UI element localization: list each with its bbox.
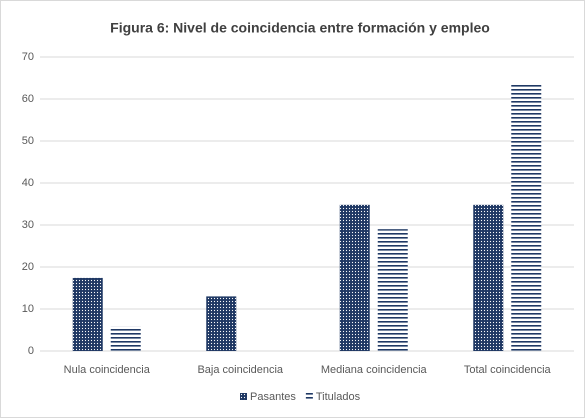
legend-label: Pasantes <box>250 391 296 403</box>
y-tick-label: 50 <box>22 135 34 147</box>
y-tick-label: 20 <box>22 261 34 273</box>
x-tick-label: Total coincidencia <box>464 364 552 376</box>
y-tick-label: 0 <box>28 345 34 357</box>
bar <box>339 204 370 351</box>
bar <box>473 204 504 351</box>
y-tick-label: 10 <box>22 303 34 315</box>
bar <box>110 326 141 351</box>
bar <box>72 277 103 351</box>
bar <box>511 83 542 351</box>
x-tick-label: Baja coincidencia <box>197 364 283 376</box>
legend-swatch <box>305 393 313 400</box>
bar <box>206 296 237 351</box>
bar <box>377 229 408 351</box>
y-tick-label: 70 <box>22 51 34 63</box>
x-tick-label: Nula coincidencia <box>64 364 151 376</box>
legend-swatch <box>240 393 247 400</box>
x-tick-label: Mediana coincidencia <box>321 364 428 376</box>
y-tick-label: 60 <box>22 93 34 105</box>
chart-title: Figura 6: Nivel de coincidencia entre fo… <box>110 20 490 36</box>
legend-label: Titulados <box>316 391 361 403</box>
y-tick-label: 30 <box>22 219 34 231</box>
y-tick-label: 40 <box>22 177 34 189</box>
